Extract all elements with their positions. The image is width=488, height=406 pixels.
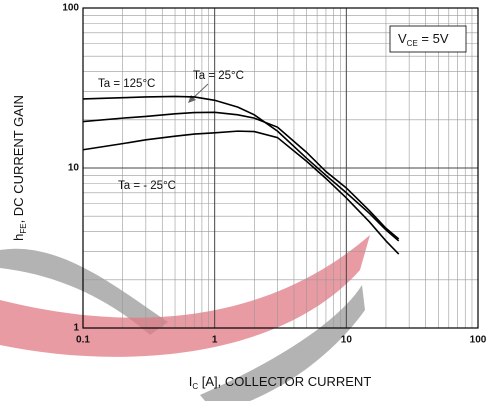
x-tick-label: 1: [212, 335, 218, 346]
x-label-sub: C: [192, 382, 198, 391]
y-label-rest: , DC CURRENT GAIN: [11, 95, 26, 223]
watermark: [200, 285, 365, 401]
x-label-main: I: [189, 374, 193, 389]
y-tick-label: 100: [62, 3, 79, 14]
y-axis-label: hFE, DC CURRENT GAIN: [11, 95, 28, 241]
x-tick-label: 10: [341, 335, 353, 346]
x-tick-label: 0.1: [76, 335, 90, 346]
y-label-main: h: [11, 234, 26, 241]
series-label: Ta = 125°C: [98, 78, 155, 90]
condition-frame: [389, 25, 467, 53]
y-tick-label: 10: [68, 163, 80, 174]
series-line: [82, 95, 400, 242]
x-label-rest: [A], COLLECTOR CURRENT: [198, 374, 371, 389]
x-tick-label: 100: [470, 335, 487, 346]
series-line: [82, 111, 400, 240]
condition-rest: = 5V: [418, 31, 449, 46]
y-label-sub: FE: [19, 223, 28, 233]
plot-frame: [82, 7, 479, 329]
series-label: Ta = - 25°C: [118, 180, 176, 192]
plot-area: [82, 7, 479, 329]
x-axis-label: IC [A], COLLECTOR CURRENT: [189, 374, 372, 391]
watermark: [0, 248, 168, 335]
condition-main: V: [398, 31, 407, 46]
annotation-arrowhead: [188, 95, 196, 103]
series-label: Ta = 25°C: [193, 70, 244, 82]
y-tick-label: 1: [73, 323, 79, 334]
condition-box: VCE = 5V: [389, 25, 467, 53]
condition-label: VCE = 5V: [398, 31, 449, 48]
condition-sub: CE: [407, 39, 418, 48]
series-line: [82, 130, 400, 255]
